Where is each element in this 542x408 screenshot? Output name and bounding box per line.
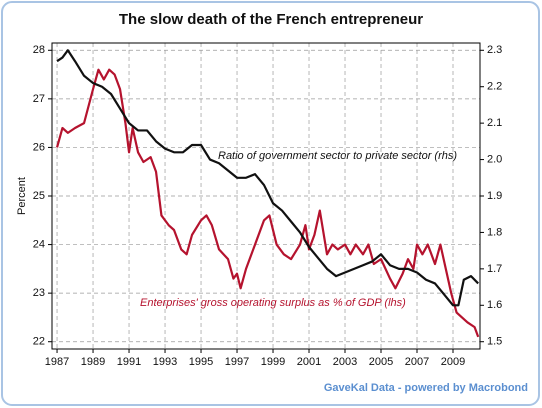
chart-title: The slow death of the French entrepreneu… [119, 11, 423, 28]
y2-tick-label: 2.1 [487, 117, 502, 129]
y2-tick-label: 1.8 [487, 226, 502, 238]
x-tick-label: 2003 [333, 356, 357, 368]
plot-frame [51, 42, 481, 350]
y2-tick-label: 2.0 [487, 153, 502, 165]
annotation: Ratio of government sector to private se… [218, 150, 457, 162]
y2-tick-label: 1.6 [487, 299, 502, 311]
y-tick-label: 24 [33, 238, 45, 250]
x-tick-label: 1989 [81, 356, 105, 368]
x-tick-label: 2001 [297, 356, 321, 368]
y-tick-label: 27 [33, 93, 45, 105]
y-tick-label: 28 [33, 44, 45, 56]
line [55, 68, 480, 338]
y2-tick-label: 1.5 [487, 336, 502, 348]
x-tick-label: 1987 [45, 356, 69, 368]
y-tick-label: 22 [33, 336, 45, 348]
y-tick-label: 25 [33, 190, 45, 202]
y-tick-label: 26 [33, 141, 45, 153]
y2-tick-label: 2.2 [487, 81, 502, 93]
y-axis-label: Percent [16, 177, 28, 215]
y-tick-label: 23 [33, 287, 45, 299]
x-tick-label: 2007 [405, 356, 429, 368]
line [56, 49, 479, 307]
x-tick-label: 2009 [441, 356, 465, 368]
x-tick-label: 1999 [261, 356, 285, 368]
x-tick-label: 1997 [225, 356, 249, 368]
y2-tick-label: 2.3 [487, 44, 502, 56]
x-tick-label: 2005 [369, 356, 393, 368]
y2-tick-label: 1.9 [487, 190, 502, 202]
x-tick-label: 1995 [189, 356, 213, 368]
y2-tick-label: 1.7 [487, 263, 502, 275]
source: GaveKal Data - powered by Macrobond [324, 382, 528, 394]
x-tick-label: 1993 [153, 356, 177, 368]
x-tick-label: 1991 [117, 356, 141, 368]
